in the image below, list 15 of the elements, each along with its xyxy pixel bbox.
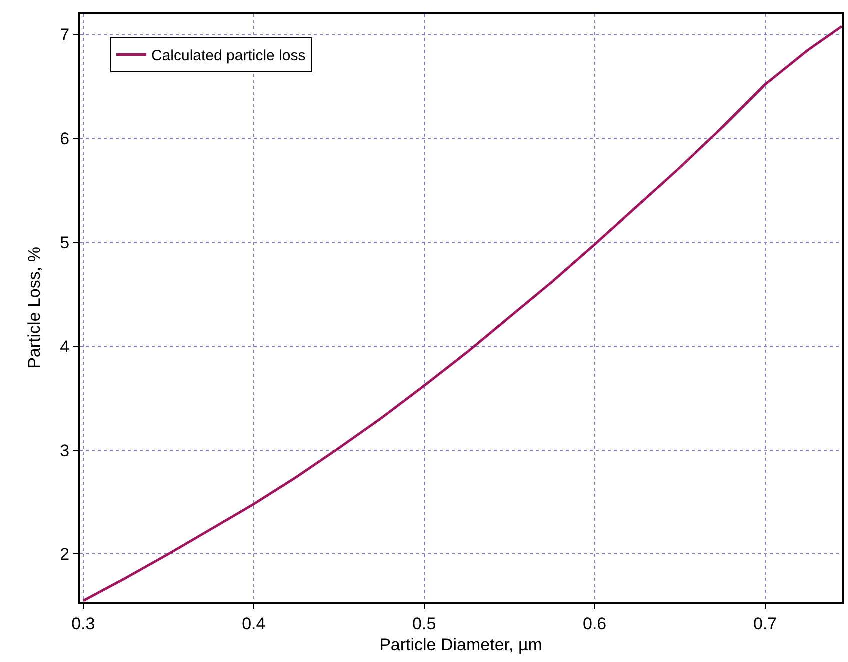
x-tick-label: 0.5: [412, 614, 436, 634]
y-tick-label: 3: [60, 441, 70, 460]
y-tick-label: 2: [60, 545, 70, 564]
y-tick-label: 5: [60, 234, 70, 252]
y-axis-title: Particle Loss, %: [25, 247, 44, 369]
y-tick-label: 6: [60, 130, 70, 149]
legend-label: Calculated particle loss: [151, 48, 306, 65]
x-tick-label: 0.4: [242, 614, 266, 634]
line-series: [82, 25, 842, 602]
y-tick-label: 4: [60, 337, 70, 356]
x-tick-label: 0.3: [72, 614, 96, 634]
x-axis-title: Particle Diameter, µm: [380, 635, 542, 654]
y-tick-label: 7: [60, 26, 70, 45]
x-tick-label: 0.7: [753, 614, 778, 634]
x-tick-label: 0.6: [583, 614, 607, 634]
